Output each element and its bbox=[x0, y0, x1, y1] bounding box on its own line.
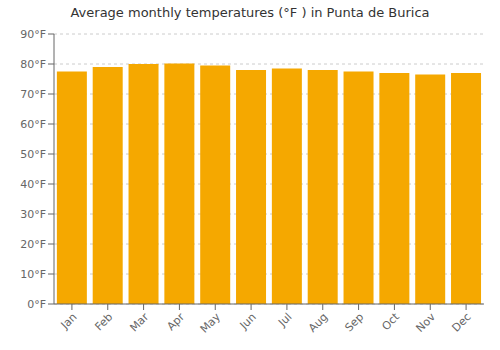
svg-text:Dec: Dec bbox=[449, 310, 473, 334]
svg-text:70°F: 70°F bbox=[20, 88, 46, 101]
svg-text:Apr: Apr bbox=[164, 310, 187, 333]
svg-text:60°F: 60°F bbox=[20, 118, 46, 131]
svg-text:10°F: 10°F bbox=[20, 268, 46, 281]
svg-text:40°F: 40°F bbox=[20, 178, 46, 191]
svg-text:Jan: Jan bbox=[58, 310, 80, 332]
svg-text:May: May bbox=[198, 310, 224, 336]
svg-text:Nov: Nov bbox=[414, 310, 439, 335]
svg-text:50°F: 50°F bbox=[20, 148, 46, 161]
svg-text:Mar: Mar bbox=[127, 310, 151, 334]
svg-text:0°F: 0°F bbox=[27, 298, 46, 311]
html-text:Average monthly temperatures (: Average monthly temperatures (°F ) in Pu… bbox=[70, 5, 430, 20]
svg-text:Jul: Jul bbox=[275, 310, 294, 329]
svg-text:Oct: Oct bbox=[379, 310, 402, 333]
svg-text:Sep: Sep bbox=[342, 310, 366, 334]
svg-text:30°F: 30°F bbox=[20, 208, 46, 221]
svg-text:90°F: 90°F bbox=[20, 28, 46, 41]
svg-text:Jun: Jun bbox=[237, 310, 259, 332]
svg-text:20°F: 20°F bbox=[20, 238, 46, 251]
svg-text:80°F: 80°F bbox=[20, 58, 46, 71]
svg-text:Feb: Feb bbox=[92, 310, 115, 333]
svg-text:Aug: Aug bbox=[306, 310, 330, 334]
